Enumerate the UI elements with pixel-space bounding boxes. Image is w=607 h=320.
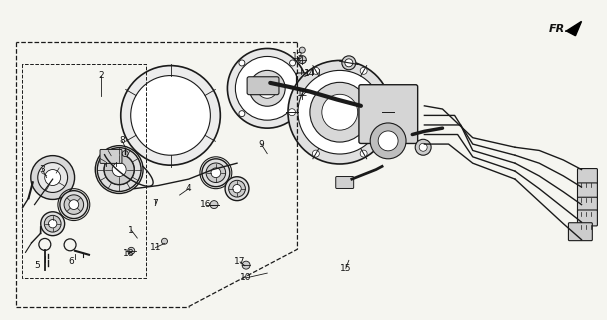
Circle shape <box>342 56 356 70</box>
Circle shape <box>290 111 296 117</box>
Circle shape <box>288 109 296 116</box>
Circle shape <box>46 172 59 186</box>
Circle shape <box>121 66 220 165</box>
Circle shape <box>229 180 245 197</box>
FancyBboxPatch shape <box>577 210 597 226</box>
Circle shape <box>97 148 141 191</box>
Text: 5: 5 <box>35 261 41 270</box>
Circle shape <box>104 154 135 185</box>
Circle shape <box>310 82 370 142</box>
Text: 10: 10 <box>240 273 252 282</box>
Circle shape <box>104 155 134 185</box>
Text: 8: 8 <box>120 136 125 145</box>
Text: 4: 4 <box>186 184 191 193</box>
Circle shape <box>33 159 73 199</box>
Circle shape <box>378 131 398 151</box>
Text: FR.: FR. <box>548 24 569 34</box>
Text: 1: 1 <box>129 226 134 235</box>
FancyBboxPatch shape <box>577 183 597 199</box>
Circle shape <box>69 200 79 210</box>
Text: 13: 13 <box>292 52 304 61</box>
Text: 12: 12 <box>297 89 308 98</box>
Circle shape <box>290 60 296 66</box>
Circle shape <box>31 156 75 199</box>
Circle shape <box>360 67 367 74</box>
Circle shape <box>39 165 67 193</box>
Circle shape <box>225 177 249 201</box>
Circle shape <box>60 191 88 219</box>
Circle shape <box>38 163 67 192</box>
Text: 15: 15 <box>340 264 351 273</box>
Text: 14: 14 <box>304 69 315 78</box>
Circle shape <box>112 162 127 177</box>
Circle shape <box>384 109 391 116</box>
Circle shape <box>345 59 353 67</box>
FancyBboxPatch shape <box>247 77 279 95</box>
Text: 16: 16 <box>200 200 211 209</box>
Circle shape <box>298 56 307 64</box>
FancyBboxPatch shape <box>296 73 324 91</box>
Circle shape <box>64 195 84 214</box>
Circle shape <box>298 70 382 154</box>
Circle shape <box>211 168 221 178</box>
FancyBboxPatch shape <box>359 85 418 143</box>
Circle shape <box>49 220 57 228</box>
Circle shape <box>210 201 218 209</box>
FancyBboxPatch shape <box>100 149 122 164</box>
Circle shape <box>249 70 285 106</box>
FancyBboxPatch shape <box>577 169 597 185</box>
Circle shape <box>322 94 358 130</box>
Text: 9: 9 <box>259 140 264 148</box>
Circle shape <box>313 150 319 157</box>
Circle shape <box>242 261 250 269</box>
Text: 3: 3 <box>39 165 46 174</box>
Circle shape <box>299 47 305 53</box>
Circle shape <box>313 67 319 74</box>
Circle shape <box>236 56 299 120</box>
Circle shape <box>131 76 211 155</box>
FancyBboxPatch shape <box>296 89 313 99</box>
Circle shape <box>239 111 245 117</box>
Text: 7: 7 <box>152 198 158 207</box>
Circle shape <box>127 247 135 254</box>
Polygon shape <box>566 21 582 36</box>
Text: 6: 6 <box>68 258 73 267</box>
FancyBboxPatch shape <box>336 177 354 188</box>
Circle shape <box>202 159 230 187</box>
Circle shape <box>257 78 277 98</box>
Text: 17: 17 <box>234 258 246 267</box>
Circle shape <box>239 60 245 66</box>
Circle shape <box>419 143 427 151</box>
Circle shape <box>122 151 128 156</box>
Circle shape <box>233 185 241 193</box>
Text: 18: 18 <box>123 250 134 259</box>
FancyBboxPatch shape <box>577 197 597 213</box>
FancyBboxPatch shape <box>568 223 592 241</box>
Circle shape <box>44 215 61 232</box>
Circle shape <box>112 163 126 177</box>
Text: 2: 2 <box>98 71 104 80</box>
Circle shape <box>41 212 64 236</box>
Circle shape <box>288 60 392 164</box>
Circle shape <box>360 150 367 157</box>
Text: 11: 11 <box>150 243 161 252</box>
Circle shape <box>45 170 61 186</box>
Circle shape <box>370 123 406 159</box>
Circle shape <box>161 238 168 244</box>
Circle shape <box>415 139 431 155</box>
Circle shape <box>206 163 226 182</box>
Circle shape <box>228 49 307 128</box>
